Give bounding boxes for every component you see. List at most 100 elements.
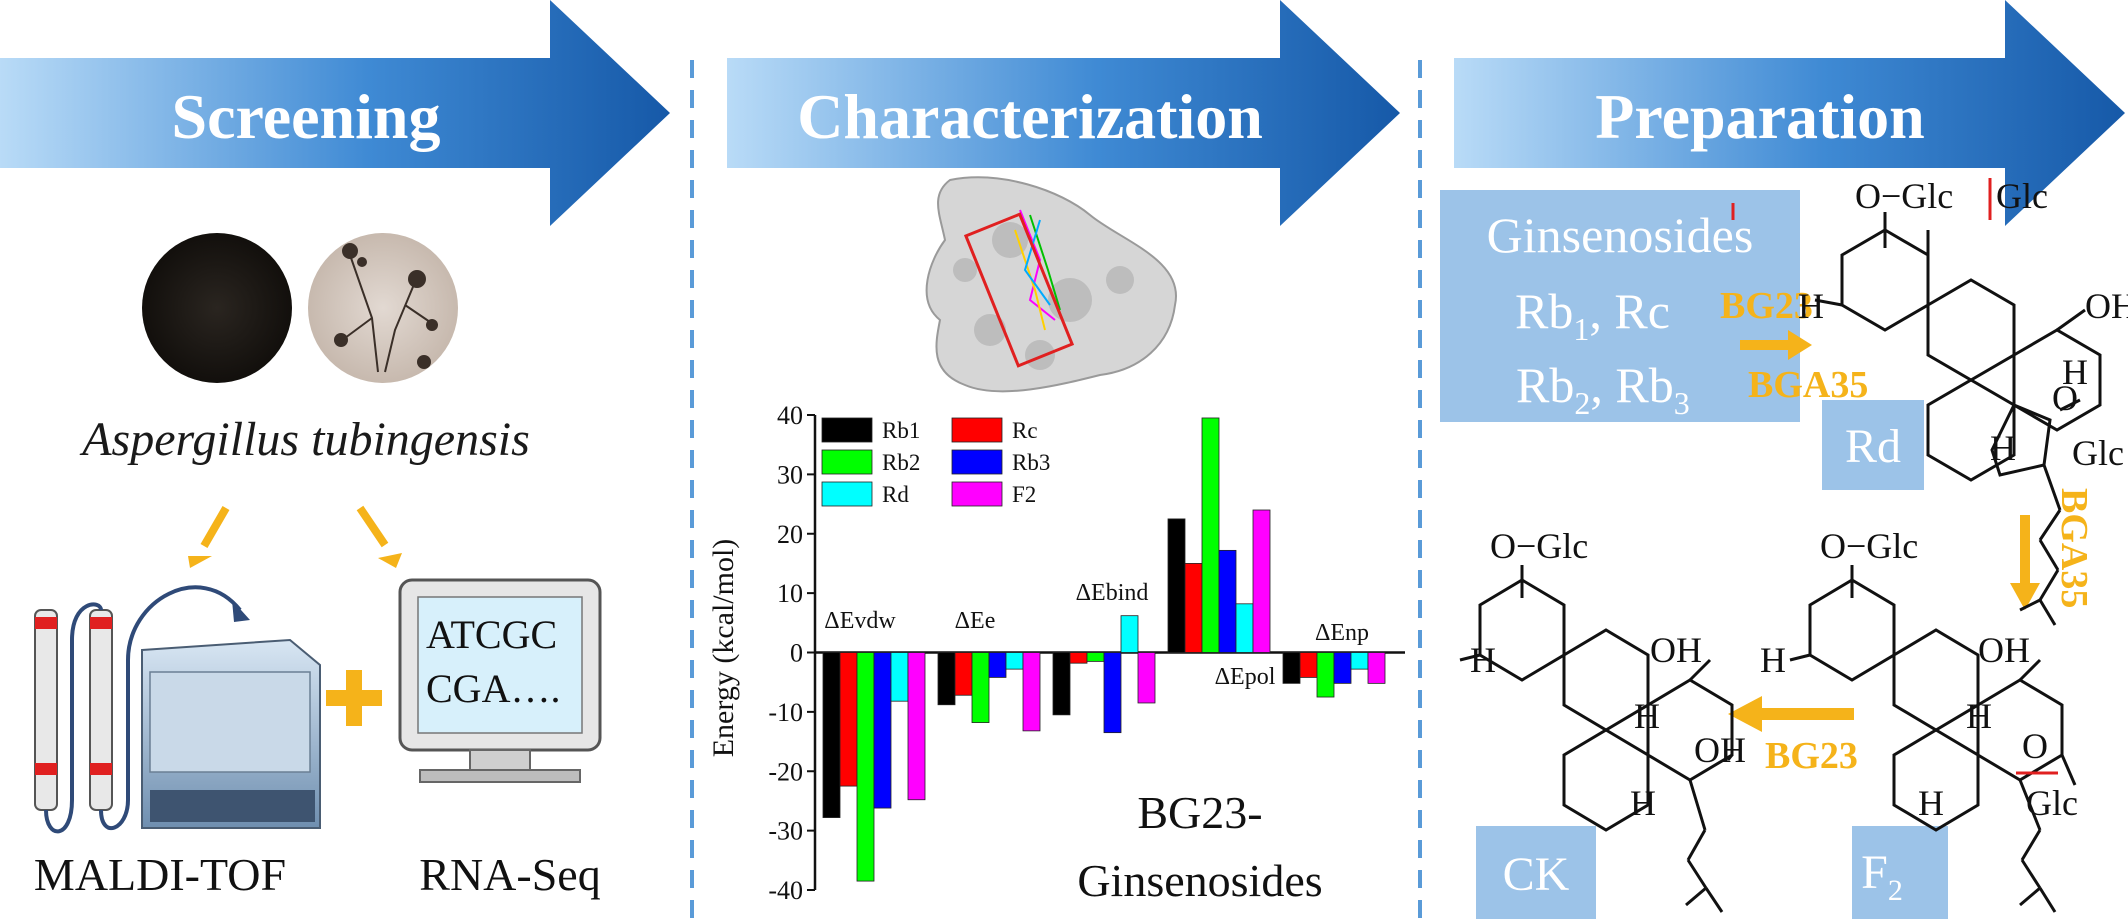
f2-h-2: H <box>1966 696 1992 736</box>
rd-glc: Glc <box>2072 433 2124 473</box>
chart-bar <box>873 652 892 809</box>
chart-category-label: ΔEvdw <box>824 608 896 634</box>
chart-legend-swatch <box>821 449 873 475</box>
label-ck: CK <box>1503 848 1570 901</box>
enzyme-bg23-top: BG23 <box>1720 285 1813 327</box>
chart-bar <box>1218 549 1237 653</box>
chart-bar <box>1137 652 1156 704</box>
chart-legend-swatch <box>821 417 873 443</box>
chart-y-tick-label: -40 <box>768 876 803 905</box>
chart-bar <box>954 652 973 696</box>
ginsenosides-line-3: Rb2, Rb3 <box>1516 357 1690 421</box>
rd-sugar-chain: O−Glc <box>1855 176 1953 216</box>
maldi-tof-instrument-icon <box>141 638 321 829</box>
chart-bar <box>971 652 990 723</box>
chart-legend-swatch <box>821 481 873 507</box>
rd-sugar-2: Glc <box>1996 176 2048 216</box>
chart-bar <box>1052 652 1071 716</box>
chart-category-label: ΔEe <box>955 608 996 634</box>
method-rna-seq: RNA-Seq <box>419 849 600 900</box>
monitor-sequence-2: CGA…. <box>426 666 560 711</box>
chart-legend-label: F2 <box>1012 482 1036 507</box>
method-maldi-tof: MALDI-TOF <box>34 849 286 900</box>
chart-bar <box>822 652 841 818</box>
chart-legend-swatch <box>951 481 1003 507</box>
chart-bar <box>1282 652 1301 684</box>
chart-y-tick-label: -10 <box>768 698 803 727</box>
rd-o: O <box>2052 378 2078 418</box>
chart-bar <box>1367 652 1386 684</box>
chart-bar <box>856 652 875 882</box>
chart-y-tick-label: 0 <box>790 639 803 668</box>
chart-bar <box>988 652 1007 678</box>
ck-oh-1: OH <box>1650 630 1702 670</box>
arrow-to-rnaseq <box>356 505 402 568</box>
chart-bar <box>907 652 926 801</box>
chart-bar <box>1252 509 1271 653</box>
chart-y-tick-label: -20 <box>768 757 803 786</box>
ck-h-2: H <box>1634 696 1660 736</box>
chart-y-tick-label: 20 <box>777 520 803 549</box>
petri-dish-microscope <box>308 233 458 383</box>
rd-oh: OH <box>2085 286 2128 326</box>
chart-legend-label: Rb1 <box>882 418 920 443</box>
chart-bar <box>1005 652 1024 670</box>
organism-name: Aspergillus tubingensis <box>79 413 530 466</box>
banner-preparation-title: Preparation <box>1595 81 1924 152</box>
petri-dish-dark <box>142 233 292 383</box>
ck-h-3: H <box>1630 783 1656 823</box>
chart-legend-label: Rd <box>882 482 909 507</box>
ginsenosides-line-2: Rb1, Rc <box>1515 283 1670 347</box>
label-rd-box: Rd <box>1822 400 1924 490</box>
label-f2-box: F2 <box>1852 826 1948 919</box>
f2-o: O <box>2022 726 2048 766</box>
chart-bar <box>1201 417 1220 653</box>
enzyme-surface-structure <box>925 176 1178 393</box>
banner-characterization-title: Characterization <box>797 81 1263 152</box>
chart-bar <box>1316 652 1335 698</box>
molecule-f2 <box>1789 565 2077 913</box>
f2-sugar: O−Glc <box>1820 526 1918 566</box>
computer-monitor-icon: ATCGC CGA…. <box>398 578 602 783</box>
chart-bar <box>1167 518 1186 653</box>
banner-preparation: Preparation <box>1454 0 2125 226</box>
chart-bar <box>1086 652 1105 662</box>
chart-bar <box>1120 615 1139 653</box>
f2-glc: Glc <box>2026 783 2078 823</box>
chart-bar <box>839 652 858 787</box>
f2-oh: OH <box>1978 630 2030 670</box>
rd-h-1: H <box>1798 286 1824 326</box>
arrow-rb-to-rd <box>1740 330 1812 360</box>
banner-screening: Screening <box>0 0 670 226</box>
chart-category-label: ΔEbind <box>1076 580 1149 606</box>
chart-y-tick-label: 30 <box>777 460 803 489</box>
enzyme-bg23-bottom: BG23 <box>1765 735 1858 777</box>
chart-legend-label: Rb2 <box>882 450 920 475</box>
chart-legend-label: Rb3 <box>1012 450 1050 475</box>
chart-category-label: ΔEpol <box>1215 664 1276 690</box>
arrow-rd-to-f2 <box>2010 515 2040 610</box>
arrow-f2-to-ck <box>1728 696 1854 732</box>
banner-characterization: Characterization <box>727 0 1400 226</box>
enzyme-bga35-top: BGA35 <box>1748 364 1868 406</box>
rd-h-3: H <box>1990 428 2016 468</box>
ck-h-1: H <box>1470 640 1496 680</box>
chart-bar <box>937 652 956 706</box>
label-ck-box: CK <box>1476 826 1596 919</box>
ck-sugar: O−Glc <box>1490 526 1588 566</box>
chart-bar <box>1299 652 1318 678</box>
chart-bar <box>1184 563 1203 653</box>
chart-y-tick-label: 10 <box>777 579 803 608</box>
characterization-caption-2: Ginsenosides <box>1077 855 1322 906</box>
chart-bar <box>1103 652 1122 734</box>
rd-h-2: H <box>2062 352 2088 392</box>
f2-h-1: H <box>1760 640 1786 680</box>
chromatography-columns-icon <box>34 585 250 834</box>
chart-y-tick-label: 40 <box>777 401 803 430</box>
ck-oh-2: OH <box>1694 730 1746 770</box>
chart-legend-label: Rc <box>1012 418 1038 443</box>
chart-bar <box>1069 652 1088 664</box>
chart-bar <box>1022 652 1041 732</box>
chart-y-tick-label: -30 <box>768 817 803 846</box>
